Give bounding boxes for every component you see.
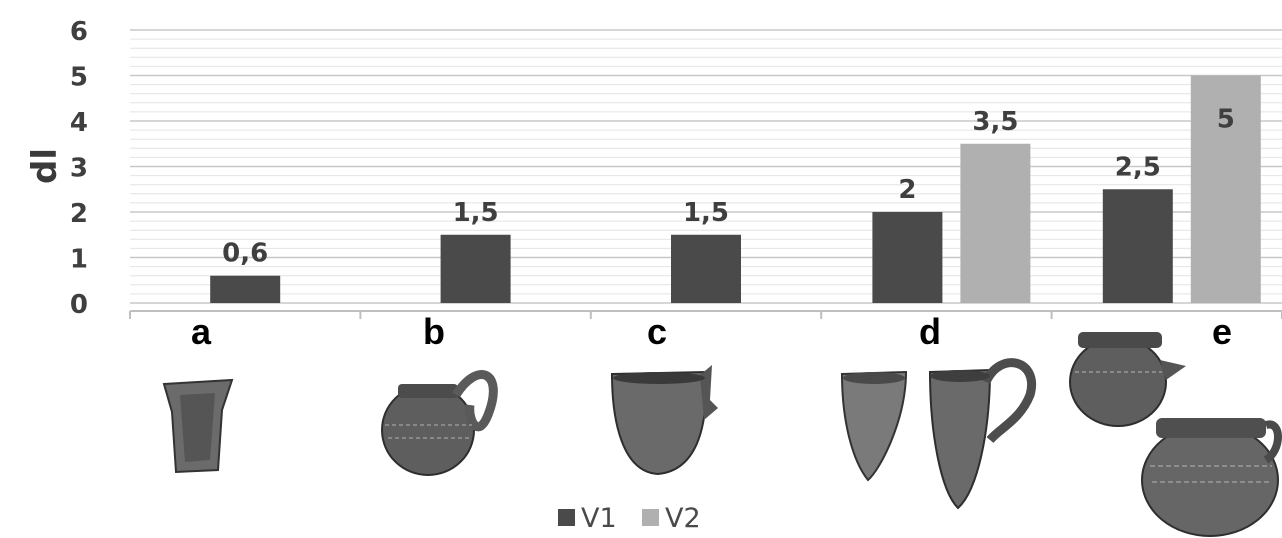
legend: V1 V2 [558,503,701,534]
jug-icon [928,358,1037,510]
data-label-v2-e: 5 [1217,105,1235,135]
y-tick-label: 6 [70,17,88,47]
legend-swatch-v1 [558,509,575,526]
category-label-e: e [1212,311,1232,352]
pot-icon [1069,332,1186,427]
data-label-v2-d: 3,5 [972,107,1018,137]
legend-swatch-v2 [642,509,659,526]
beaker-icon [840,370,908,482]
legend-label-v2: V2 [665,503,701,534]
category-labels: a b c d e [191,311,1232,352]
data-label-v1-a: 0,6 [222,239,268,269]
data-label-v1-d: 2 [898,175,916,205]
gridlines [130,29,1282,304]
data-label-v1-b: 1,5 [453,198,499,228]
data-labels: 0,6 1,5 1,5 2 3,5 2,5 5 [222,105,1235,269]
category-label-c: c [647,311,667,352]
y-tick-label: 5 [70,63,88,93]
y-tick-label: 3 [70,154,88,184]
data-label-v1-e: 2,5 [1115,152,1161,182]
vessel-images [162,332,1282,537]
pot-icon [1141,418,1282,537]
data-label-v1-c: 1,5 [683,198,729,228]
cup-icon [610,365,718,476]
y-tick-label: 2 [70,199,88,229]
bar-v1-a [210,275,281,303]
category-label-a: a [191,311,212,352]
legend-label-v1: V1 [581,503,617,534]
bars [210,75,1261,303]
y-tick-labels: 0 1 2 3 4 5 6 [70,17,88,320]
bar-v1-b [440,234,511,303]
y-axis-label: dl [25,148,65,184]
bar-v1-d [872,212,943,303]
category-label-d: d [919,311,941,352]
y-tick-label: 0 [70,290,88,320]
y-tick-label: 4 [70,108,88,138]
x-axis [129,310,1282,319]
bar-v1-c [671,234,741,303]
category-label-b: b [423,311,445,352]
bar-v2-d [960,143,1031,303]
y-tick-label: 1 [70,245,88,275]
bar-v1-e [1102,189,1173,303]
jug-icon [381,370,498,476]
bar-v2-e [1190,75,1261,303]
beaker-icon [162,378,234,474]
